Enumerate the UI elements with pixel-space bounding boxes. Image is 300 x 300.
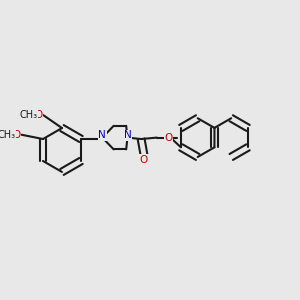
- Text: O: O: [164, 133, 172, 142]
- Text: O: O: [34, 110, 42, 120]
- Text: N: N: [124, 130, 131, 140]
- Text: CH₃: CH₃: [0, 130, 16, 140]
- Text: CH₃: CH₃: [20, 110, 38, 120]
- Text: O: O: [12, 130, 21, 140]
- Text: N: N: [98, 130, 106, 140]
- Text: O: O: [140, 155, 148, 165]
